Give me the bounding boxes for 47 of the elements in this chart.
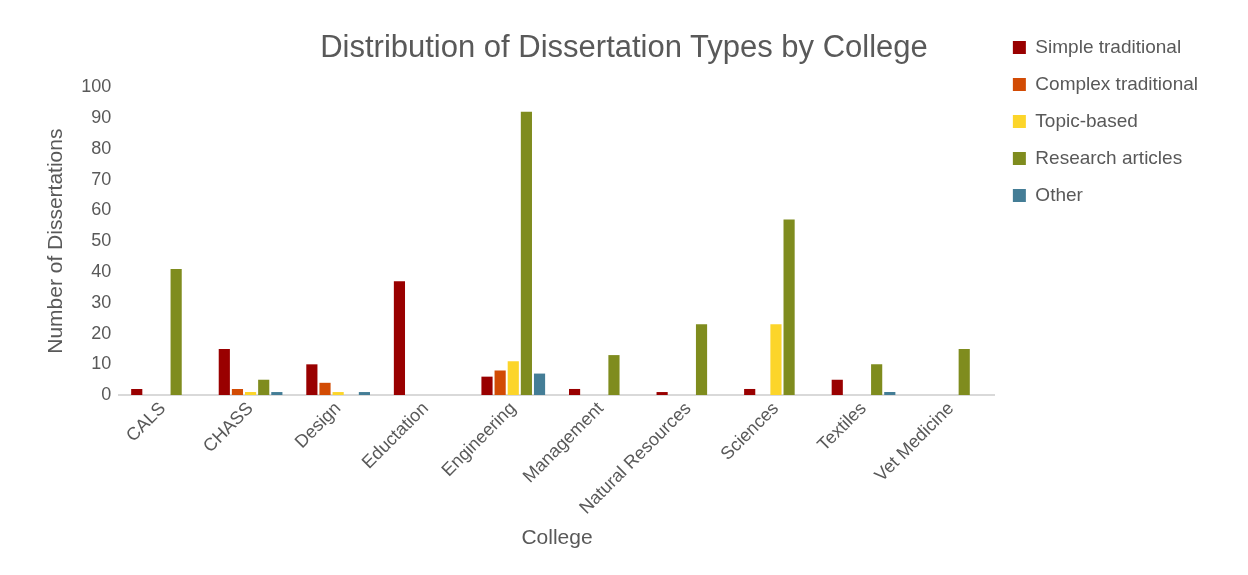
- bar: [533, 373, 546, 396]
- legend-label: Research articles: [1035, 146, 1183, 168]
- bar: [958, 348, 970, 396]
- bar: [358, 392, 370, 396]
- legend-label: Other: [1035, 183, 1084, 205]
- y-tick-label: 40: [91, 260, 112, 281]
- bar: [319, 382, 331, 396]
- bar: [884, 392, 896, 396]
- y-tick-label: 70: [91, 168, 112, 189]
- bar: [520, 111, 532, 396]
- bar: [770, 324, 782, 396]
- y-tick-label: 20: [91, 322, 112, 343]
- bar: [507, 361, 519, 396]
- legend-label: Simple traditional: [1035, 35, 1182, 57]
- bar: [481, 376, 493, 396]
- bar: [494, 370, 506, 396]
- bar: [783, 219, 795, 396]
- y-tick-label: 50: [91, 230, 112, 251]
- bar: [131, 388, 143, 396]
- bar: [695, 324, 708, 396]
- bar: [871, 364, 883, 396]
- bar: [258, 379, 270, 396]
- bar: [231, 388, 244, 396]
- bar: [568, 388, 581, 396]
- bar: [306, 364, 318, 396]
- bar: [608, 355, 620, 396]
- legend-label: Topic-based: [1035, 109, 1138, 131]
- bar: [271, 392, 283, 396]
- bar: [393, 281, 406, 396]
- y-tick-label: 30: [91, 291, 112, 312]
- y-axis-title: Number of Dissertations: [43, 128, 67, 354]
- y-tick-label: 100: [81, 76, 112, 97]
- bar: [218, 348, 230, 396]
- bar: [656, 392, 668, 396]
- y-tick-label: 0: [101, 384, 112, 405]
- chart-title: Distribution of Dissertation Types by College: [320, 29, 928, 65]
- bar: [744, 388, 756, 396]
- x-axis-title: College: [521, 525, 593, 549]
- y-tick-label: 90: [91, 106, 112, 127]
- y-tick-label: 80: [91, 137, 112, 158]
- y-tick-label: 10: [91, 353, 112, 374]
- bar: [170, 268, 182, 396]
- legend-label: Complex traditional: [1035, 72, 1199, 94]
- y-tick-label: 60: [91, 199, 112, 220]
- bar: [332, 392, 344, 396]
- bar: [831, 379, 843, 396]
- bar: [245, 392, 257, 396]
